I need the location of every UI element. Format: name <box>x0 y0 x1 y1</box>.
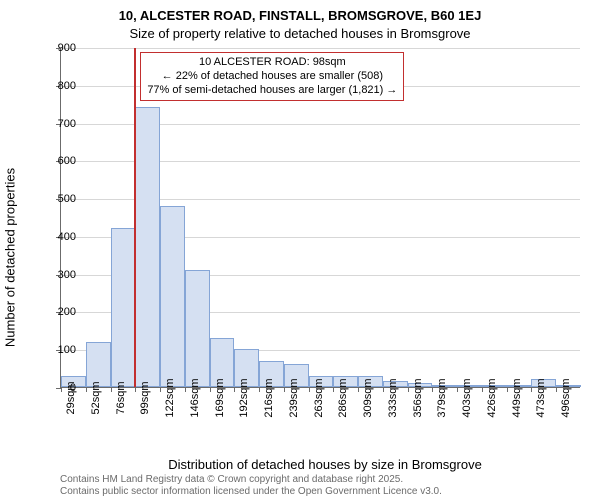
x-tick-mark <box>408 387 409 392</box>
x-tick-mark <box>185 387 186 392</box>
x-tick-mark <box>556 387 557 392</box>
gridline <box>61 48 580 49</box>
x-tick-label: 333sqm <box>387 378 399 417</box>
y-tick-label: 400 <box>46 231 76 243</box>
histogram-bar <box>111 228 136 387</box>
x-tick-label: 426sqm <box>486 378 498 417</box>
x-tick-mark <box>284 387 285 392</box>
x-tick-mark <box>482 387 483 392</box>
y-tick-label: 100 <box>46 344 76 356</box>
x-tick-mark <box>507 387 508 392</box>
x-tick-mark <box>210 387 211 392</box>
footer-line2: Contains public sector information licen… <box>60 486 442 498</box>
chart-title-sub: Size of property relative to detached ho… <box>0 26 600 41</box>
x-tick-label: 52sqm <box>90 381 102 414</box>
x-tick-label: 286sqm <box>337 378 349 417</box>
x-tick-label: 216sqm <box>263 378 275 417</box>
x-tick-mark <box>160 387 161 392</box>
x-tick-label: 146sqm <box>189 378 201 417</box>
y-axis-label: Number of detached properties <box>3 168 18 347</box>
x-tick-mark <box>457 387 458 392</box>
histogram-bar <box>160 206 185 387</box>
x-axis-label: Distribution of detached houses by size … <box>60 457 590 472</box>
y-tick-label: 800 <box>46 80 76 92</box>
x-tick-mark <box>111 387 112 392</box>
x-tick-label: 263sqm <box>313 378 325 417</box>
x-tick-mark <box>259 387 260 392</box>
x-tick-label: 192sqm <box>238 378 250 417</box>
plot-area: 10 ALCESTER ROAD: 98sqm ← 22% of detache… <box>60 48 580 388</box>
annotation-line3: 77% of semi-detached houses are larger (… <box>147 84 397 98</box>
y-tick-label: 900 <box>46 42 76 54</box>
x-tick-label: 169sqm <box>214 378 226 417</box>
x-tick-label: 449sqm <box>511 378 523 417</box>
footer-note: Contains HM Land Registry data © Crown c… <box>60 474 442 498</box>
annotation-line1: 10 ALCESTER ROAD: 98sqm <box>147 56 397 70</box>
x-tick-label: 403sqm <box>461 378 473 417</box>
x-tick-mark <box>234 387 235 392</box>
x-tick-label: 356sqm <box>412 378 424 417</box>
chart-container: 10, ALCESTER ROAD, FINSTALL, BROMSGROVE,… <box>0 0 600 500</box>
y-tick-label: 300 <box>46 269 76 281</box>
chart-title-main: 10, ALCESTER ROAD, FINSTALL, BROMSGROVE,… <box>0 8 600 23</box>
x-tick-label: 99sqm <box>139 381 151 414</box>
x-tick-mark <box>333 387 334 392</box>
histogram-bar <box>135 107 160 387</box>
footer-line1: Contains HM Land Registry data © Crown c… <box>60 474 442 486</box>
annotation-line2: ← 22% of detached houses are smaller (50… <box>147 70 397 84</box>
x-tick-label: 379sqm <box>436 378 448 417</box>
y-tick-label: 200 <box>46 306 76 318</box>
x-tick-mark <box>135 387 136 392</box>
x-tick-label: 122sqm <box>164 378 176 417</box>
x-tick-mark <box>309 387 310 392</box>
x-tick-mark <box>432 387 433 392</box>
y-tick-label: 0 <box>46 382 76 394</box>
annotation-box: 10 ALCESTER ROAD: 98sqm ← 22% of detache… <box>140 52 404 101</box>
x-tick-mark <box>531 387 532 392</box>
histogram-bar <box>86 342 111 387</box>
highlight-line <box>134 48 136 387</box>
y-tick-label: 700 <box>46 118 76 130</box>
y-tick-label: 500 <box>46 193 76 205</box>
x-tick-label: 76sqm <box>115 381 127 414</box>
x-tick-label: 239sqm <box>288 378 300 417</box>
x-tick-mark <box>86 387 87 392</box>
x-tick-label: 473sqm <box>535 378 547 417</box>
x-tick-mark <box>358 387 359 392</box>
histogram-bar <box>185 270 210 387</box>
x-tick-mark <box>383 387 384 392</box>
x-tick-label: 309sqm <box>362 378 374 417</box>
y-tick-label: 600 <box>46 155 76 167</box>
x-tick-label: 496sqm <box>560 378 572 417</box>
